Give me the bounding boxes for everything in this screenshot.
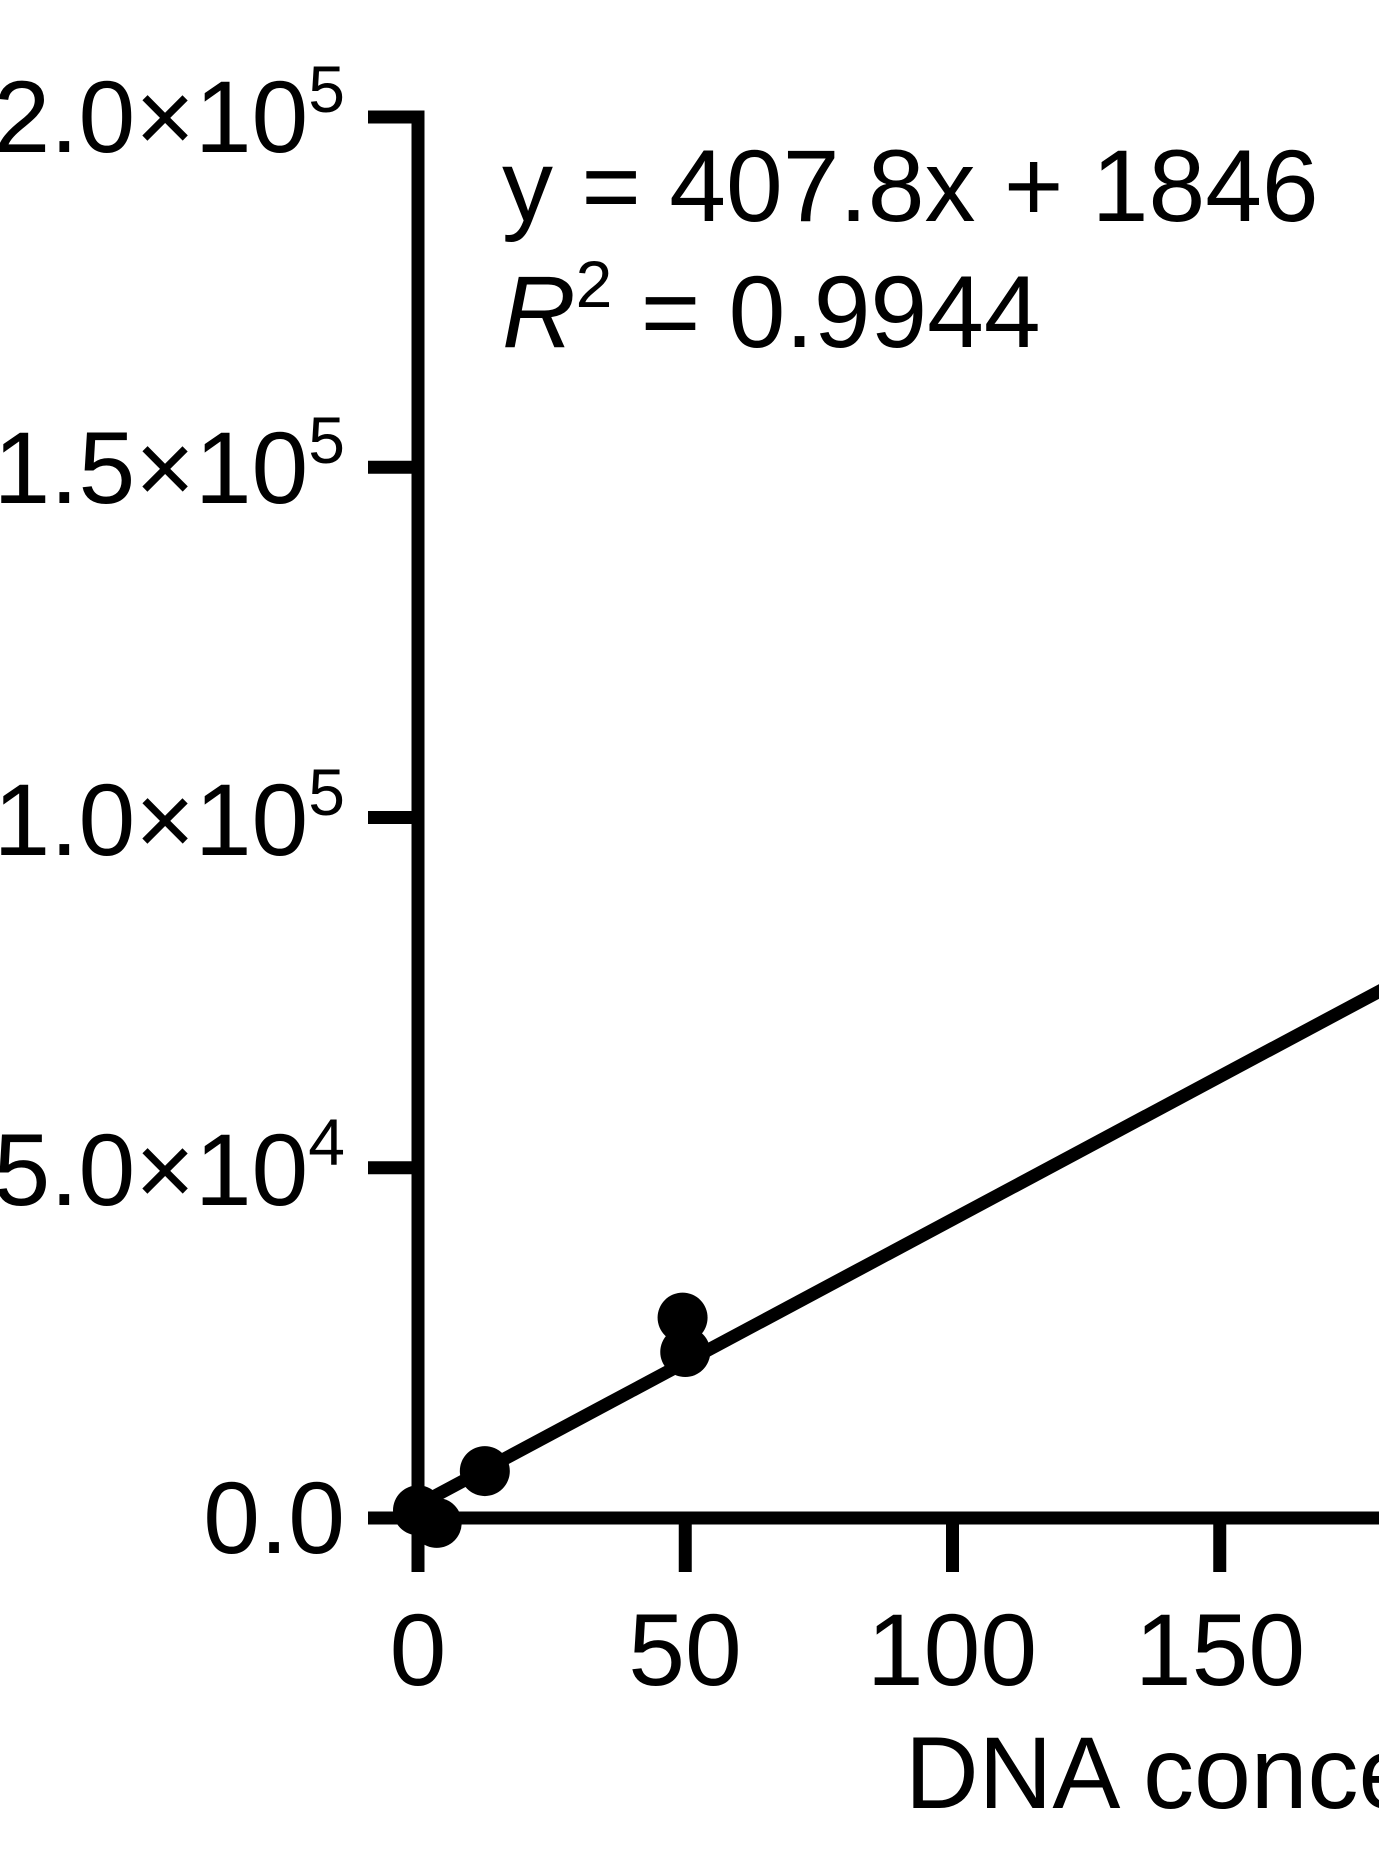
x-axis-tick-label: 150: [1134, 1593, 1306, 1707]
y-tick-base: 2.0×10: [0, 60, 309, 174]
r-symbol: R: [502, 255, 576, 369]
y-tick-base: 5.0×10: [0, 1113, 309, 1227]
x-axis-tick-label: 50: [628, 1593, 742, 1707]
data-point: [459, 1446, 510, 1497]
r-squared-value: = 0.9944: [612, 255, 1041, 369]
y-axis-tick-label: 2.0×105: [0, 56, 345, 168]
y-tick-base: 1.5×10: [0, 411, 309, 525]
y-tick-exponent: 5: [308, 755, 345, 829]
y-axis-tick-label: 1.0×105: [0, 759, 345, 871]
x-axis-title: DNA conce: [905, 1716, 1379, 1830]
y-tick-exponent: 5: [308, 403, 345, 477]
y-tick-exponent: 4: [308, 1105, 345, 1179]
r-squared-label: R2 = 0.9944: [502, 249, 1319, 375]
y-tick-exponent: 5: [308, 52, 345, 126]
fit-annotation: y = 407.8x + 1846 R2 = 0.9944: [502, 123, 1319, 375]
r-superscript: 2: [575, 247, 613, 321]
fit-equation: y = 407.8x + 1846: [502, 123, 1319, 249]
data-point: [411, 1497, 462, 1548]
data-point: [660, 1326, 711, 1377]
x-axis-tick-label: 0: [389, 1593, 447, 1707]
regression-line: [414, 984, 1379, 1511]
y-axis-tick-label: 0.0: [203, 1467, 345, 1569]
y-tick-base: 1.0×10: [0, 763, 309, 877]
fit-equation-text: y = 407.8x + 1846: [502, 129, 1319, 243]
y-axis-tick-label: 5.0×104: [0, 1109, 345, 1221]
x-axis-tick-label: 100: [866, 1593, 1038, 1707]
y-axis-tick-label: 1.5×105: [0, 407, 345, 519]
y-tick-base: 0.0: [203, 1461, 345, 1575]
